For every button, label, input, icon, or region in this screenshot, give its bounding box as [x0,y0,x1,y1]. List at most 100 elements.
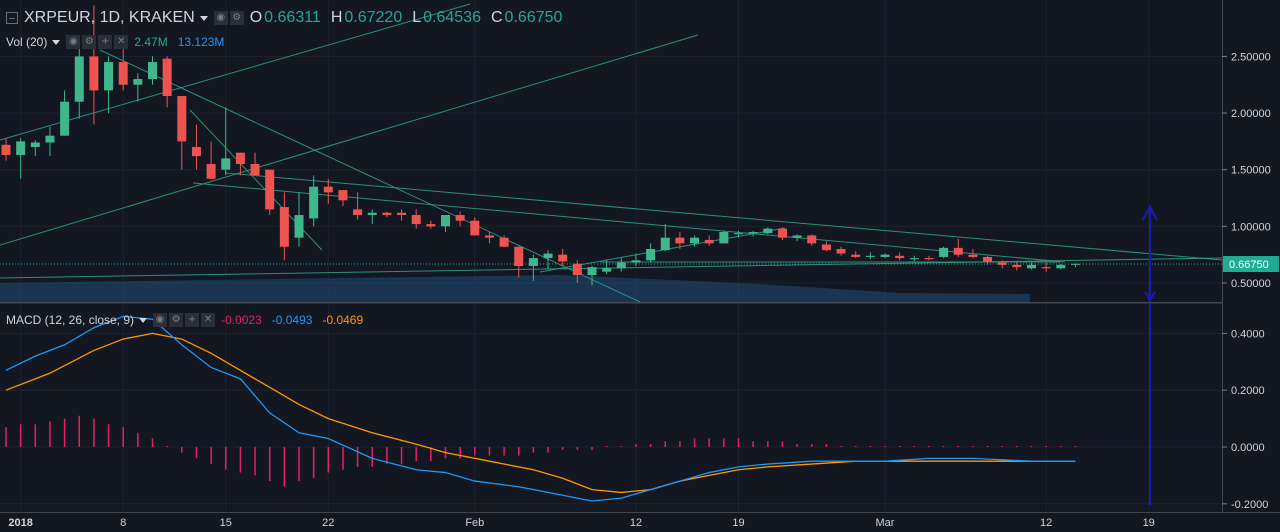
candle-body [880,254,890,257]
settings-icon[interactable]: ⚙ [82,35,97,49]
candle-body [660,237,670,251]
candle-body [602,268,612,272]
candle-body [704,239,714,244]
candle-body [646,249,656,261]
candle-body [587,267,597,276]
series-toolbar: ◉ ⚙ [213,11,244,25]
candle-body [250,164,260,176]
candle-body [514,246,524,267]
candle-body [572,263,582,276]
price-axis-bg [1223,0,1280,512]
candle-body [690,237,700,244]
time-tick-label: 12 [630,517,642,529]
close-icon[interactable]: ✕ [201,313,216,327]
candle-body [382,212,392,216]
trendline [225,172,1223,261]
candle-body [235,152,245,165]
chevron-down-icon[interactable] [199,15,208,21]
candle-body [734,233,743,235]
candle-body [543,253,553,259]
candle-body [104,62,114,91]
macd-histogram-value: -0.0023 [221,313,262,327]
candle-body [16,141,26,155]
eye-icon[interactable]: ◉ [213,11,228,25]
chevron-down-icon[interactable] [139,317,148,323]
time-tick-label: Feb [465,517,484,529]
ohlc-open-value: 0.66311 [264,9,321,26]
candle-body [616,262,626,269]
candle-body [411,215,421,225]
candle-body [397,212,407,216]
time-tick-label: 19 [1143,517,1155,529]
trendline [99,49,641,303]
symbol-header: XRPEUR, 1D, KRAKEN ◉ ⚙ O 0.66311 H 0.672… [6,9,572,27]
macd-legend: MACD (12, 26, close, 9) ◉ ⚙ + ✕ -0.0023 … [6,313,363,327]
price-tick-label: 2.00000 [1231,108,1271,120]
macd-title[interactable]: MACD (12, 26, close, 9) [6,313,135,327]
candle-body [191,147,201,157]
candle-body [807,235,817,244]
candle-body [338,190,348,201]
chevron-down-icon[interactable] [52,39,61,45]
plus-icon[interactable]: + [185,313,200,327]
ohlc-close-value: 0.66750 [504,9,563,26]
candle-body [294,215,304,238]
candle-body [1027,264,1036,269]
ohlc-high-label: H [330,9,343,26]
candle-body [484,235,494,238]
candle-body [719,232,729,244]
trendline [0,257,1223,279]
time-tick-label: 8 [120,517,126,529]
eye-icon[interactable]: ◉ [66,35,81,49]
trendline [0,34,699,246]
candle-body [470,220,480,236]
time-tick-label: 2018 [8,517,32,529]
candle-body [851,254,861,257]
last-price-value: 0.66750 [1229,259,1269,271]
candle-body [748,232,758,234]
close-icon[interactable]: ✕ [114,35,129,49]
macd-tick-label: -0.2000 [1231,499,1268,511]
candle-body [997,262,1007,265]
ohlc-low-value: 0.64536 [423,9,481,26]
candle-body [865,255,875,257]
price-tick-label: 0.50000 [1231,278,1271,290]
candle-body [45,135,55,143]
candle-body [1,144,11,155]
candle-body [983,256,993,262]
eye-icon[interactable]: ◉ [153,313,168,327]
candle-body [895,255,905,259]
pane-separator [0,302,1280,304]
candle-body [426,224,436,227]
candle-body [367,212,377,216]
volume-title[interactable]: Vol (20) [6,35,48,49]
time-axis-border [0,512,1280,513]
settings-icon[interactable]: ⚙ [229,11,244,25]
price-axis-border [1222,0,1223,512]
ohlc-low-label: L [412,9,422,26]
trendline [0,3,471,141]
candle-body [177,96,187,142]
candle-body [148,62,157,80]
plus-icon[interactable]: + [98,35,113,49]
candle-body [265,169,275,210]
collapse-icon[interactable] [6,12,18,24]
candle-body [1041,267,1051,269]
arrow-head-icon [1144,291,1156,302]
candle-body [455,215,465,221]
settings-icon[interactable]: ⚙ [169,313,184,327]
price-tick-label: 1.00000 [1231,221,1271,233]
candle-body [777,228,787,238]
candle-body [323,186,333,193]
symbol-title[interactable]: XRPEUR, 1D, KRAKEN [24,9,195,26]
candle-body [133,79,143,85]
candle-body [60,101,70,136]
candle-body [558,254,568,262]
volume-ma-value: 13.123M [177,35,225,49]
candle-body [836,249,846,254]
time-tick-label: 15 [220,517,232,529]
macd-toolbar: ◉ ⚙ + ✕ [153,313,216,327]
volume-toolbar: ◉ ⚙ + ✕ [66,35,129,49]
